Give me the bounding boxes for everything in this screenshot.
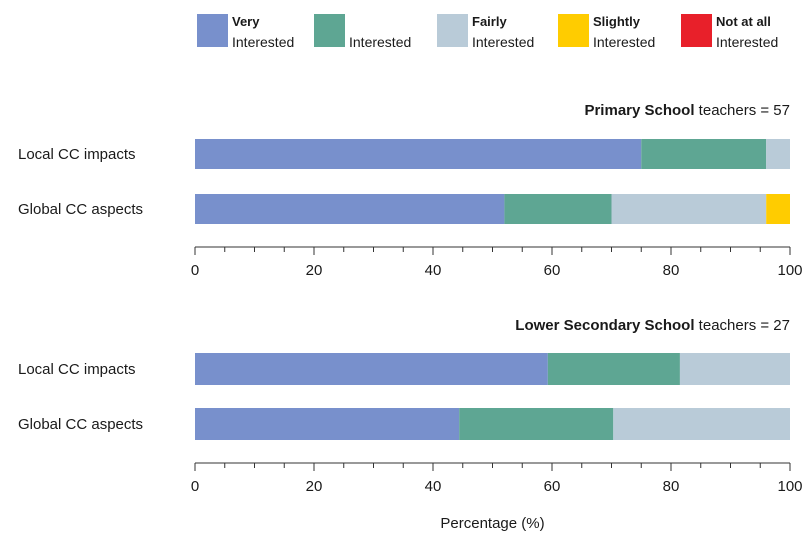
x-tick-label: 0: [191, 262, 199, 279]
x-tick-label: 80: [663, 262, 680, 279]
x-tick-label: 100: [777, 478, 802, 495]
bar-segment: [195, 353, 548, 385]
bar-segment: [195, 408, 460, 440]
legend-swatch: [681, 14, 712, 47]
bar-segment: [766, 139, 790, 169]
bar-segment: [195, 139, 642, 169]
bar-segment: [766, 194, 790, 224]
legend-label-line1: Not at all: [716, 14, 771, 29]
bar-segment: [641, 139, 767, 169]
x-tick-label: 40: [425, 478, 442, 495]
x-tick-label: 20: [306, 262, 323, 279]
category-label: Local CC impacts: [18, 146, 136, 163]
legend-swatch: [314, 14, 345, 47]
legend-label-line2: Interested: [232, 34, 294, 50]
bar-segment: [195, 194, 505, 224]
legend-swatch: [558, 14, 589, 47]
bar-segment: [459, 408, 614, 440]
legend-label-line1: Slightly: [593, 14, 641, 29]
category-label: Global CC aspects: [18, 201, 143, 218]
legend-label-line2: Interested: [593, 34, 655, 50]
legend-swatch: [197, 14, 228, 47]
legend-label-line2: Interested: [349, 34, 411, 50]
x-tick-label: 40: [425, 262, 442, 279]
x-tick-label: 20: [306, 478, 323, 495]
x-tick-label: 80: [663, 478, 680, 495]
x-tick-label: 60: [544, 478, 561, 495]
legend-label-line1: Fairly: [472, 14, 507, 29]
bar-segment: [679, 353, 790, 385]
category-label: Local CC impacts: [18, 361, 136, 378]
x-tick-label: 60: [544, 262, 561, 279]
legend-swatch: [437, 14, 468, 47]
x-axis-title: Percentage (%): [440, 515, 544, 532]
legend-label-line2: Interested: [716, 34, 778, 50]
panel-title: Lower Secondary School teachers = 27: [515, 317, 790, 334]
bar-segment: [547, 353, 680, 385]
x-tick-label: 0: [191, 478, 199, 495]
bar-segment: [613, 408, 790, 440]
bar-segment: [504, 194, 612, 224]
x-tick-label: 100: [777, 262, 802, 279]
legend-label-line1: Very: [232, 14, 260, 29]
panel-title: Primary School teachers = 57: [584, 102, 790, 119]
legend-label-line2: Interested: [472, 34, 534, 50]
bar-segment: [611, 194, 767, 224]
category-label: Global CC aspects: [18, 416, 143, 433]
